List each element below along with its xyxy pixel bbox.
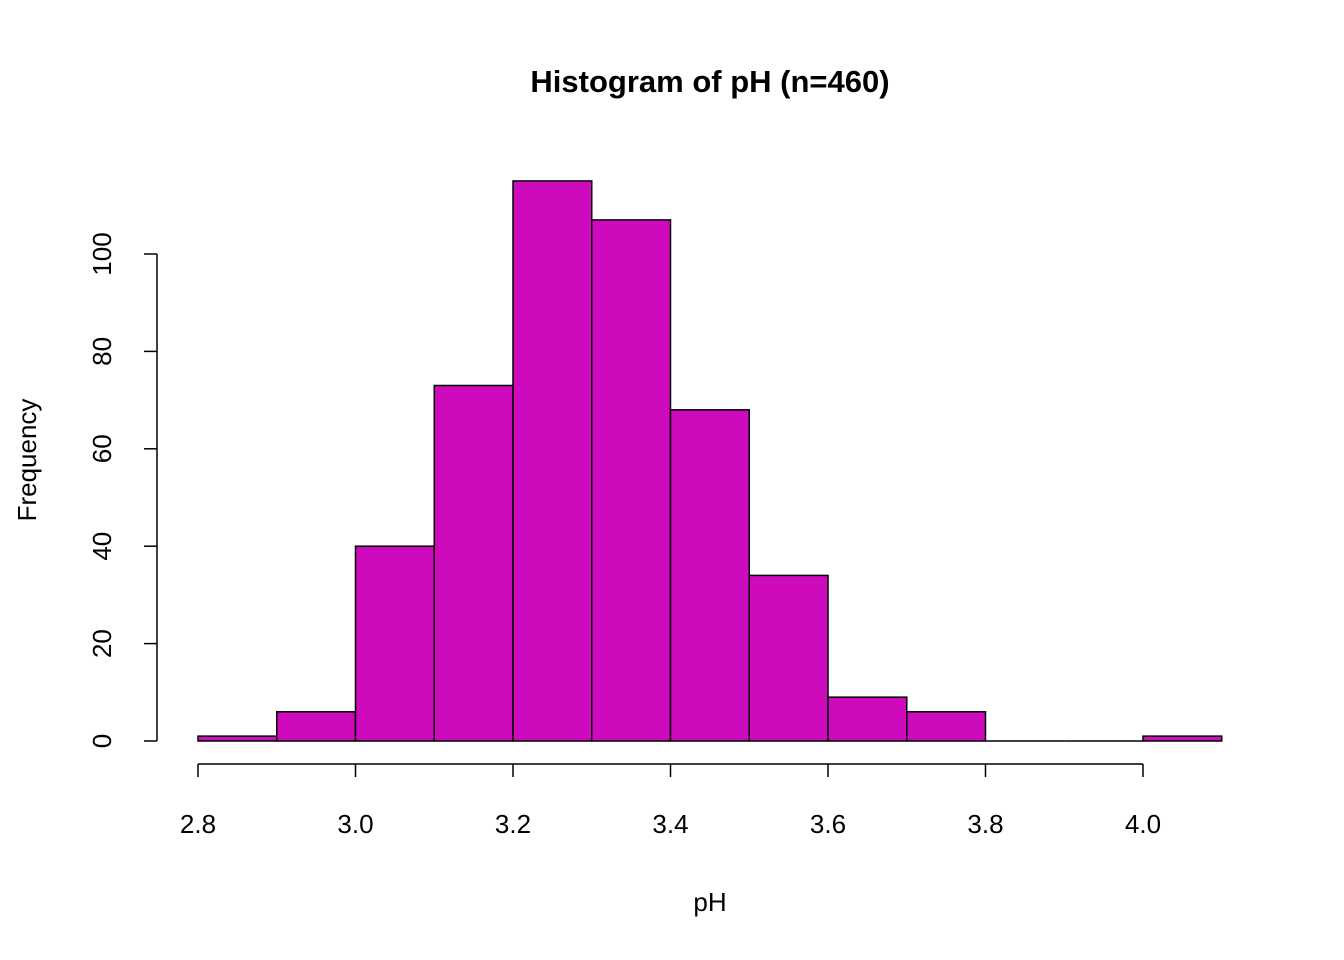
x-tick-label: 3.6 xyxy=(810,809,846,839)
y-tick-label: 60 xyxy=(87,434,117,463)
x-tick-label: 3.0 xyxy=(337,809,373,839)
y-tick-label: 20 xyxy=(87,629,117,658)
histogram-bar xyxy=(591,219,672,742)
histogram-bar xyxy=(354,545,435,742)
x-tick-label: 3.2 xyxy=(495,809,531,839)
histogram-bar xyxy=(906,711,987,742)
x-tick-label: 3.8 xyxy=(967,809,1003,839)
histogram-bar xyxy=(433,384,514,742)
histogram-bar xyxy=(1142,735,1223,742)
y-tick-label: 100 xyxy=(87,232,117,275)
x-tick-label: 4.0 xyxy=(1125,809,1161,839)
chart-title: Histogram of pH (n=460) xyxy=(530,64,889,99)
histogram-bar xyxy=(827,696,908,742)
x-tick-label: 3.4 xyxy=(652,809,688,839)
y-axis-label: Frequency xyxy=(12,399,42,522)
y-tick-label: 40 xyxy=(87,532,117,561)
histogram-bar xyxy=(197,735,278,742)
y-tick-label: 0 xyxy=(87,734,117,748)
y-tick-label: 80 xyxy=(87,337,117,366)
histogram-bar xyxy=(276,711,357,742)
x-axis-label: pH xyxy=(693,887,726,917)
x-tick-label: 2.8 xyxy=(180,809,216,839)
histogram-bar xyxy=(669,409,750,742)
histogram-bar xyxy=(512,180,593,742)
histogram-bar xyxy=(748,574,829,742)
